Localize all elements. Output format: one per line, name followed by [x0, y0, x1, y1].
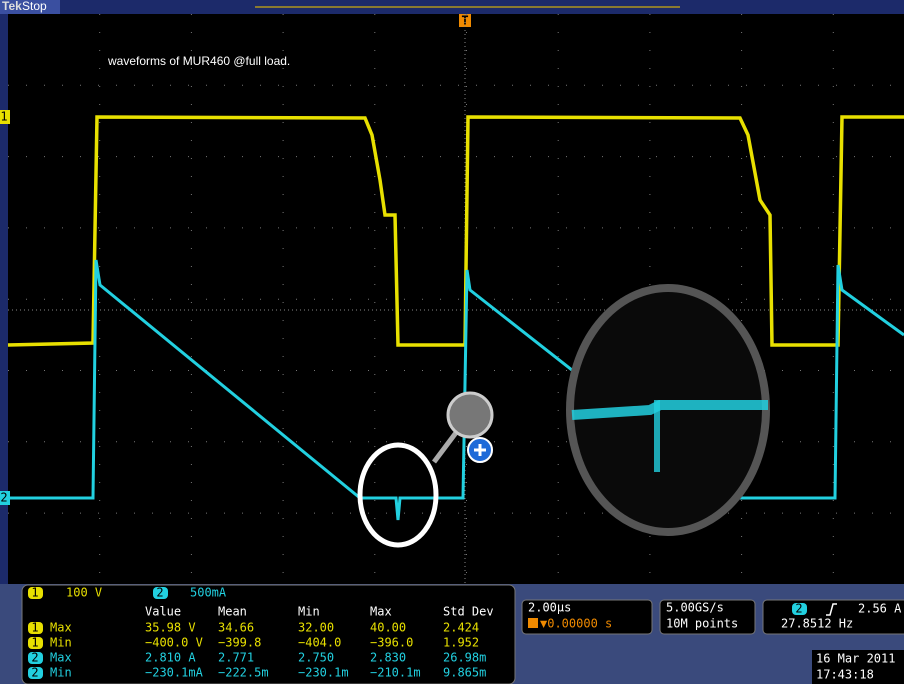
- measurement-value: −230.1m: [298, 666, 349, 680]
- row-channel: 1: [31, 621, 38, 635]
- row-channel: 1: [31, 636, 38, 650]
- brand: Tek: [2, 0, 22, 13]
- column-header: Value: [145, 605, 181, 619]
- title: waveforms of MUR460 @full load.: [107, 54, 290, 68]
- measurement-value: 2.810 A: [145, 651, 196, 665]
- scale-2-channel: 2: [156, 586, 163, 600]
- magnifier-lens: [448, 393, 492, 437]
- channel-2-marker-label: 2: [0, 491, 7, 505]
- measurement-value: 2.424: [443, 621, 479, 635]
- oscilloscope-screen: Tek Stop T 1 2 waveforms of MUR460 @full…: [0, 0, 904, 684]
- row-label: Min: [50, 636, 72, 650]
- row-label: Max: [50, 651, 72, 665]
- scale-1-channel: 1: [31, 586, 38, 600]
- row-label: Min: [50, 666, 72, 680]
- status: Stop: [22, 0, 47, 13]
- time: 17:43:18: [816, 668, 874, 682]
- channel-1-marker-label: 1: [0, 110, 7, 124]
- measurement-value: 32.00: [298, 621, 334, 635]
- column-header: Mean: [218, 605, 247, 619]
- row-channel: 2: [31, 666, 38, 680]
- scale-2: 500mA: [190, 586, 227, 600]
- scale-1: 100 V: [66, 586, 102, 600]
- measurement-value: 2.750: [298, 651, 334, 665]
- row-label: Max: [50, 621, 72, 635]
- measurement-value: 9.865m: [443, 666, 486, 680]
- record-length: 10M points: [666, 617, 738, 631]
- measurement-value: −210.1m: [370, 666, 421, 680]
- position-icon: [528, 618, 538, 628]
- column-header: Max: [370, 605, 392, 619]
- measurement-value: 40.00: [370, 621, 406, 635]
- measurement-value: 26.98m: [443, 651, 486, 665]
- measurement-value: −399.8: [218, 636, 261, 650]
- row-channel: 2: [31, 651, 38, 665]
- screen-background: [0, 0, 904, 684]
- measurement-value: −400.0 V: [145, 636, 203, 650]
- trigger-frequency: 27.8512 Hz: [781, 617, 853, 631]
- sample-rate: 5.00GS/s: [666, 601, 724, 615]
- column-header: Std Dev: [443, 605, 494, 619]
- measurement-value: −404.0: [298, 636, 341, 650]
- trigger-level: 2.56 A: [858, 602, 902, 616]
- trigger-channel: 2: [795, 602, 802, 616]
- measurement-value: −396.0: [370, 636, 413, 650]
- column-header: Min: [298, 605, 320, 619]
- measurement-value: −222.5m: [218, 666, 269, 680]
- measurement-value: 34.66: [218, 621, 254, 635]
- timebase-position: ▼0.00000 s: [540, 617, 612, 631]
- measurement-value: 2.771: [218, 651, 254, 665]
- measurement-value: −230.1mA: [145, 666, 204, 680]
- measurement-value: 2.830: [370, 651, 406, 665]
- measurement-value: 35.98 V: [145, 621, 196, 635]
- trigger-marker-label: T: [461, 14, 468, 28]
- date: 16 Mar 2011: [816, 652, 895, 666]
- measurement-value: 1.952: [443, 636, 479, 650]
- timebase-scale: 2.00µs: [528, 601, 571, 615]
